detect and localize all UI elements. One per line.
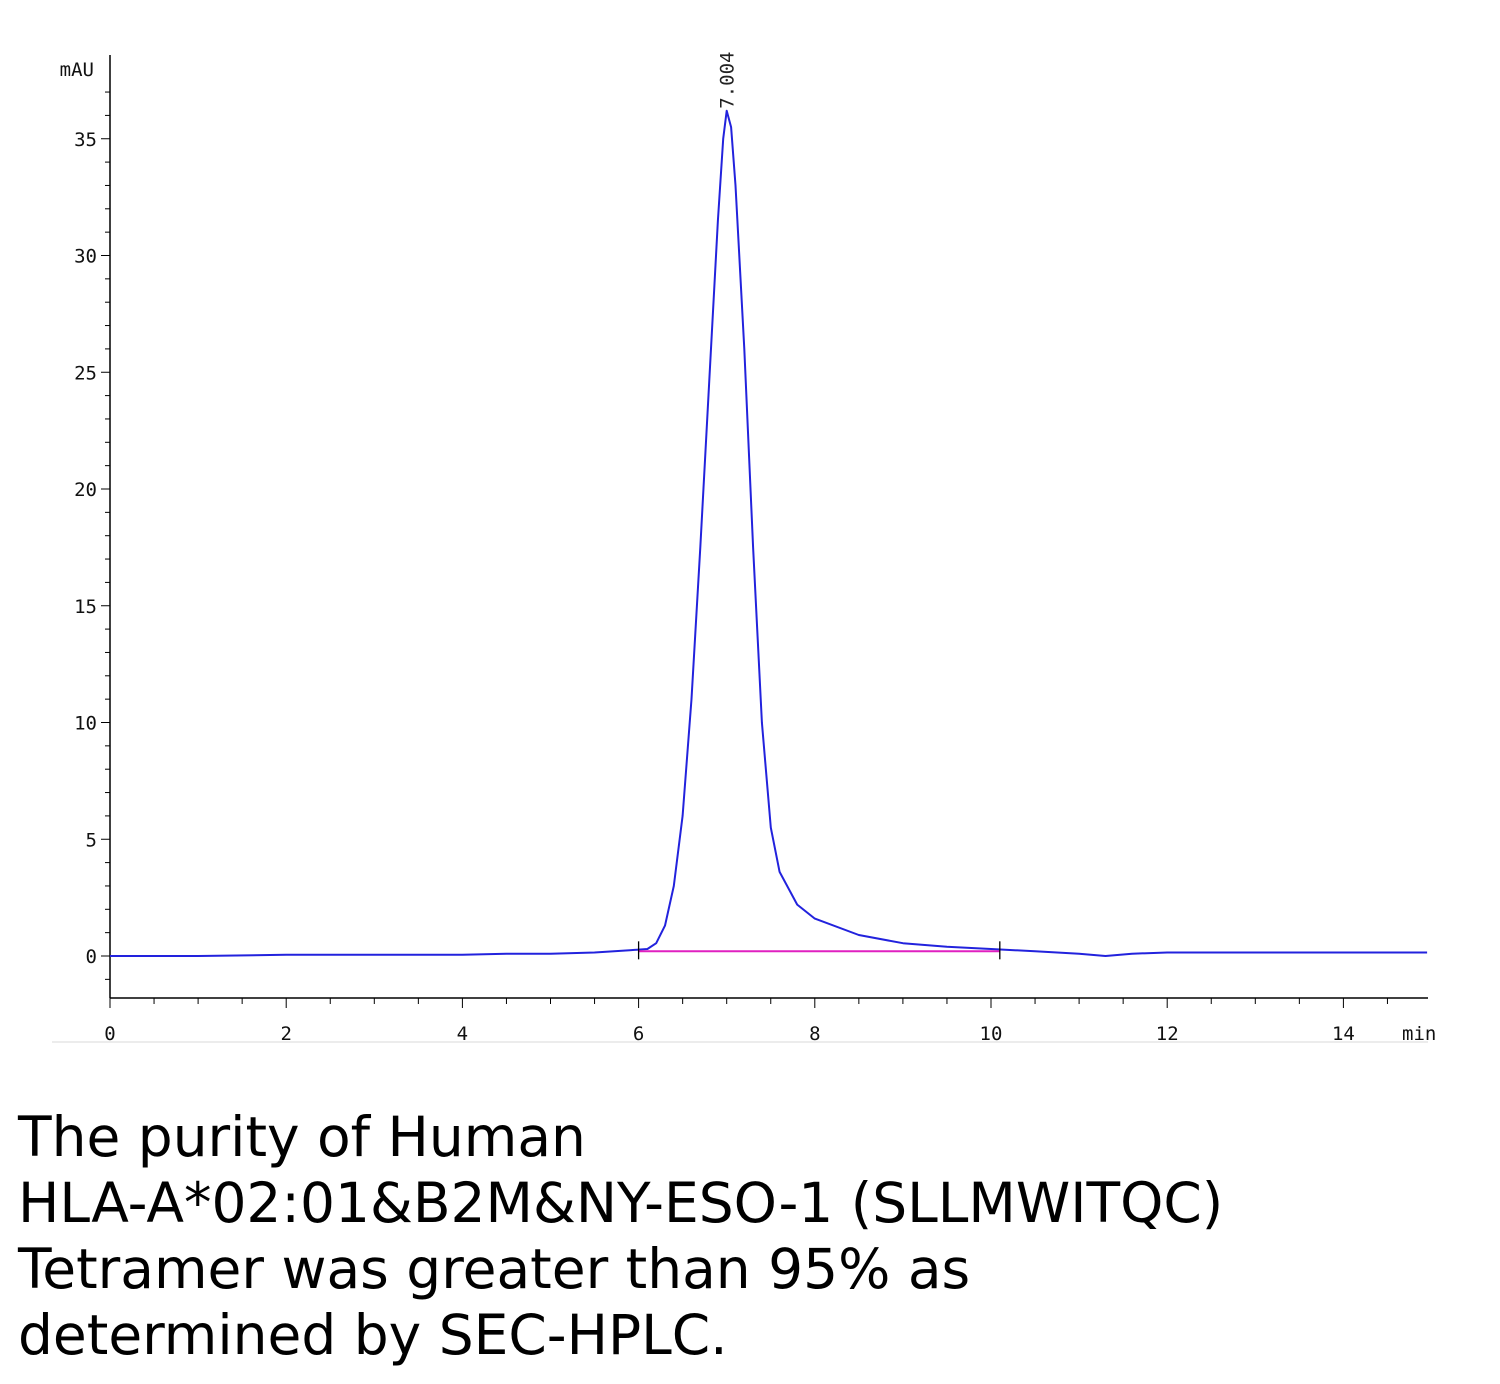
caption-line-3: Tetramer was greater than 95% as <box>18 1237 971 1301</box>
chart-axes: 0 5 10 15 20 25 30 35 0 2 4 6 8 10 12 14 <box>52 55 1428 1045</box>
x-tick-label: 4 <box>457 1023 468 1045</box>
y-tick-label: 25 <box>74 362 97 384</box>
signal-trace <box>110 109 1428 957</box>
chromatogram-chart: 0 5 10 15 20 25 30 35 0 2 4 6 8 10 12 14 mAU min 7.004 <box>52 52 1436 1045</box>
y-tick-label: 35 <box>74 129 97 151</box>
x-axis-label: min <box>1402 1023 1436 1045</box>
y-tick-label: 15 <box>74 596 97 618</box>
y-tick-label: 5 <box>86 829 97 851</box>
y-tick-label: 20 <box>74 479 97 501</box>
x-tick-label: 8 <box>809 1023 820 1045</box>
x-tick-label: 12 <box>1156 1023 1179 1045</box>
x-tick-label: 2 <box>280 1023 291 1045</box>
caption-line-4: determined by SEC-HPLC. <box>18 1303 728 1367</box>
x-tick-label: 6 <box>633 1023 644 1045</box>
y-axis-label: mAU <box>60 59 94 81</box>
caption-line-2: HLA-A*02:01&B2M&NY-ESO-1 (SLLMWITQC) <box>18 1171 1224 1235</box>
y-tick-label: 30 <box>74 246 97 268</box>
caption: The purity of Human HLA-A*02:01&B2M&NY-E… <box>18 1104 1478 1368</box>
x-tick-label: 10 <box>980 1023 1003 1045</box>
x-tick-label: 0 <box>104 1023 115 1045</box>
x-tick-label: 14 <box>1332 1023 1355 1045</box>
y-tick-label: 0 <box>86 946 97 968</box>
chart-series-layer <box>110 109 1428 960</box>
y-tick-label: 10 <box>74 713 97 735</box>
caption-line-1: The purity of Human <box>18 1105 586 1169</box>
peak-label: 7.004 <box>717 52 739 109</box>
